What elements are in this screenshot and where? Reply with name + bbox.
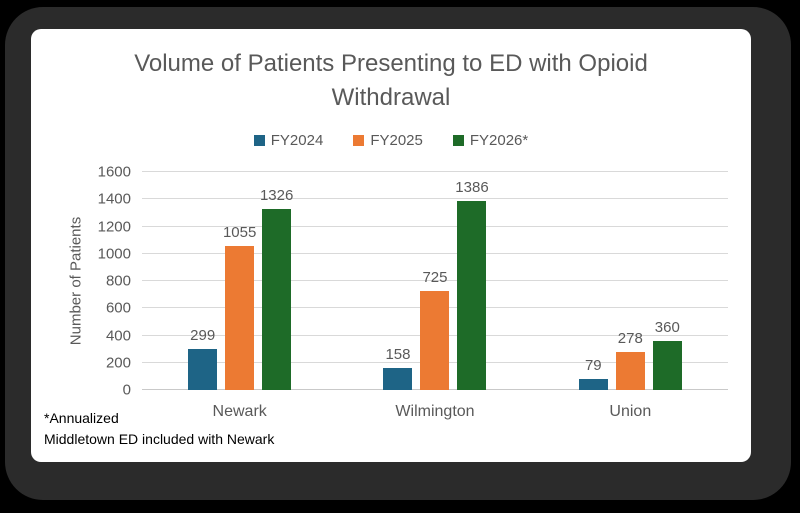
bar-fy2024-union: 79 — [578, 357, 608, 390]
y-tick-600: 600 — [105, 299, 131, 317]
y-tick-0: 0 — [122, 381, 131, 399]
bar-fy2025-wilmington: 725 — [420, 269, 450, 390]
x-label-newark: Newark — [212, 403, 267, 420]
y-tick-1400: 1400 — [97, 190, 131, 208]
bar-value-label: 725 — [422, 269, 448, 287]
dark-rounded-frame: Volume of Patients Presenting to ED with… — [5, 7, 791, 500]
bar-fy2025-newark: 1055 — [223, 224, 256, 390]
chart-footnote: *Annualized Middletown ED included with … — [44, 408, 274, 450]
legend-label: FY2024 — [270, 132, 324, 149]
gridline-800 — [142, 280, 728, 281]
plot-area: 299 1055 1326 158 725 1386 79 278 360 — [142, 171, 728, 390]
legend-item-fy2024: FY2024 — [253, 132, 324, 149]
bar-fy2026-wilmington: 1386 — [455, 179, 489, 390]
bar-groups: 299 1055 1326 158 725 1386 79 278 360 — [142, 172, 728, 390]
bar-value-label: 79 — [584, 357, 602, 375]
x-label-union: Union — [609, 403, 652, 420]
bar-fy2024-wilmington: 158 — [383, 346, 413, 390]
y-tick-1200: 1200 — [97, 218, 131, 235]
legend-item-fy2025: FY2025 — [353, 132, 423, 149]
bar-value-label: 158 — [385, 346, 411, 364]
bar-value-label: 299 — [190, 327, 216, 345]
bar-group-union: 79 278 360 — [533, 172, 728, 390]
gridline-1200 — [142, 225, 728, 227]
y-tick-200: 200 — [105, 354, 131, 372]
y-tick-1600: 1600 — [97, 163, 131, 181]
bar-value-label: 1326 — [259, 187, 294, 205]
x-label-wilmington: Wilmington — [395, 403, 475, 420]
legend-swatch-icon — [253, 135, 265, 146]
bar-fy2024-newark: 299 — [188, 327, 218, 390]
bar-value-label: 1055 — [222, 224, 257, 242]
bar-fy2026-newark: 1326 — [260, 187, 293, 390]
legend-label: FY2026* — [469, 132, 529, 149]
bar-group-wilmington: 158 725 1386 — [337, 172, 532, 390]
chart-title: Volume of Patients Presenting to ED with… — [134, 50, 648, 111]
bar-value-label: 360 — [654, 318, 680, 336]
bar-fy2026-union: 360 — [652, 319, 682, 390]
gridline-1000 — [142, 252, 728, 254]
bar-value-label: 278 — [617, 330, 643, 348]
footnote-line-1: *Annualized — [44, 410, 119, 426]
gridline-1600 — [142, 171, 728, 172]
y-tick-1000: 1000 — [97, 245, 131, 263]
legend-swatch-icon — [353, 135, 365, 146]
legend-item-fy2026: FY2026* — [452, 132, 529, 149]
y-tick-800: 800 — [105, 272, 131, 290]
footnote-line-2: Middletown ED included with Newark — [44, 431, 275, 447]
legend-swatch-icon — [452, 135, 464, 146]
bar-group-newark: 299 1055 1326 — [142, 172, 337, 390]
legend-label: FY2025 — [370, 132, 423, 149]
gridline-1400 — [142, 198, 728, 200]
y-tick-400: 400 — [105, 327, 131, 344]
chart-legend: FY2024 FY2025 FY2026* — [31, 132, 751, 149]
chart-card: Volume of Patients Presenting to ED with… — [31, 29, 751, 462]
bar-value-label: 1386 — [455, 179, 489, 197]
x-axis-category-labels: Newark Wilmington Union — [142, 403, 728, 421]
y-axis-tick-labels: 0 200 400 600 800 1000 1200 1400 1600 — [31, 165, 131, 398]
bar-fy2025-union: 278 — [615, 330, 645, 390]
